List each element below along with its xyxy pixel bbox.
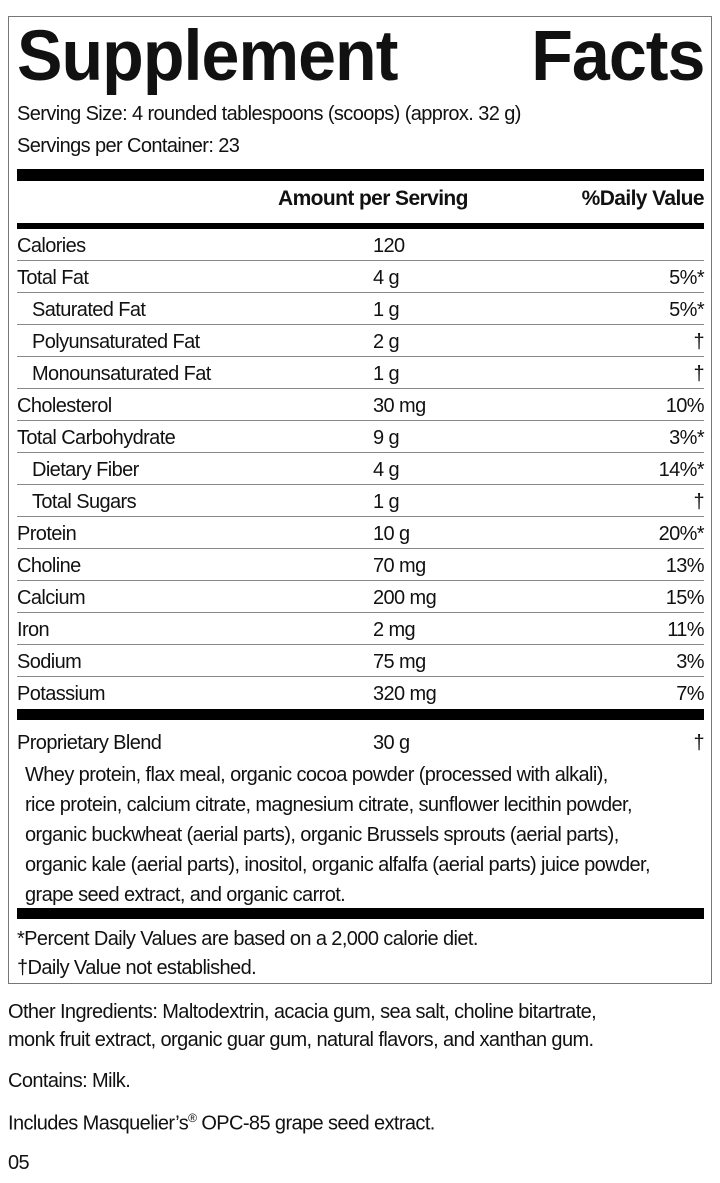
nutrient-amount: 200 mg bbox=[373, 587, 437, 609]
nutrient-daily-value: † bbox=[693, 363, 704, 385]
nutrient-amount: 75 mg bbox=[373, 651, 426, 673]
blend-name: Proprietary Blend bbox=[17, 732, 162, 754]
nutrient-daily-value: 7% bbox=[676, 683, 704, 705]
nutrient-daily-value: 5%* bbox=[669, 267, 704, 289]
nutrient-name: Monounsaturated Fat bbox=[32, 363, 211, 385]
nutrient-daily-value: 3% bbox=[676, 651, 704, 673]
nutrient-amount: 1 g bbox=[373, 299, 400, 321]
footnote-dv-not-established: †Daily Value not established. bbox=[17, 957, 257, 979]
serving-size: Serving Size: 4 rounded tablespoons (sco… bbox=[17, 103, 521, 125]
nutrient-daily-value: † bbox=[693, 491, 704, 513]
nutrient-name: Dietary Fiber bbox=[32, 459, 139, 481]
nutrient-daily-value: 10% bbox=[665, 395, 705, 417]
blend-ingredients-line: organic buckwheat (aerial parts), organi… bbox=[25, 824, 619, 846]
thick-divider bbox=[17, 169, 704, 181]
nutrient-row: Protein 10 g 20%* bbox=[17, 517, 705, 549]
other-ingredients-line: Other Ingredients: Maltodextrin, acacia … bbox=[8, 1001, 597, 1023]
nutrient-row: Dietary Fiber 4 g 14%* bbox=[17, 453, 705, 485]
nutrient-row: Potassium 320 mg 7% bbox=[17, 677, 705, 709]
includes-text: Includes Masquelier’s bbox=[8, 1112, 189, 1135]
thick-divider bbox=[17, 908, 704, 919]
nutrient-daily-value: 14%* bbox=[658, 459, 705, 481]
nutrient-row: Cholesterol 30 mg 10% bbox=[17, 389, 705, 421]
footnote-percent-dv: *Percent Daily Values are based on a 2,0… bbox=[17, 928, 478, 950]
nutrient-name: Calories bbox=[17, 235, 86, 257]
nutrient-amount: 30 mg bbox=[373, 395, 426, 417]
blend-ingredients-line: grape seed extract, and organic carrot. bbox=[25, 884, 346, 906]
nutrient-row: Total Fat 4 g 5%* bbox=[17, 261, 705, 293]
nutrient-name: Potassium bbox=[17, 683, 106, 705]
nutrient-row: Calcium 200 mg 15% bbox=[17, 581, 705, 613]
servings-per-container: Servings per Container: 23 bbox=[17, 135, 240, 157]
nutrient-daily-value: 15% bbox=[665, 587, 705, 609]
nutrient-row: Sodium 75 mg 3% bbox=[17, 645, 705, 677]
nutrient-row: Iron 2 mg 11% bbox=[17, 613, 705, 645]
daily-value-header: %Daily Value bbox=[581, 187, 705, 210]
nutrient-name: Total Sugars bbox=[32, 491, 137, 513]
nutrient-amount: 1 g bbox=[373, 491, 400, 513]
panel-title: Supplement Facts bbox=[17, 17, 705, 96]
blend-ingredients-line: rice protein, calcium citrate, magnesium… bbox=[25, 794, 633, 816]
nutrient-name: Saturated Fat bbox=[32, 299, 146, 321]
nutrient-name: Choline bbox=[17, 555, 81, 577]
title-word-facts: Facts bbox=[530, 17, 705, 96]
nutrient-amount: 9 g bbox=[373, 427, 400, 449]
nutrient-name: Iron bbox=[17, 619, 50, 641]
nutrient-name: Polyunsaturated Fat bbox=[32, 331, 200, 353]
nutrient-row: Total Carbohydrate 9 g 3%* bbox=[17, 421, 705, 453]
includes-rest: OPC-85 grape seed extract. bbox=[196, 1112, 435, 1135]
nutrient-name: Total Fat bbox=[17, 267, 89, 289]
contains-statement: Contains: Milk. bbox=[8, 1070, 131, 1092]
nutrient-daily-value: † bbox=[693, 331, 704, 353]
medium-divider bbox=[17, 223, 704, 229]
title-word-supplement: Supplement bbox=[17, 17, 398, 96]
supplement-facts-panel: Supplement Facts Serving Size: 4 rounded… bbox=[8, 16, 712, 984]
nutrient-daily-value: 3%* bbox=[669, 427, 704, 449]
nutrient-row: Saturated Fat 1 g 5%* bbox=[17, 293, 705, 325]
nutrient-amount: 320 mg bbox=[373, 683, 437, 705]
nutrient-amount: 10 g bbox=[373, 523, 410, 545]
nutrient-row: Polyunsaturated Fat 2 g † bbox=[17, 325, 705, 357]
nutrient-name: Cholesterol bbox=[17, 395, 112, 417]
nutrient-daily-value: 13% bbox=[665, 555, 705, 577]
nutrient-amount: 2 mg bbox=[373, 619, 416, 641]
nutrient-amount: 4 g bbox=[373, 267, 400, 289]
nutrient-amount: 1 g bbox=[373, 363, 400, 385]
nutrient-amount: 2 g bbox=[373, 331, 400, 353]
nutrient-amount: 70 mg bbox=[373, 555, 426, 577]
amount-per-serving-header: Amount per Serving bbox=[278, 187, 468, 210]
nutrient-name: Total Carbohydrate bbox=[17, 427, 176, 449]
nutrient-row: Total Sugars 1 g † bbox=[17, 485, 705, 517]
blend-daily-value: † bbox=[693, 732, 704, 754]
other-ingredients-line: monk fruit extract, organic guar gum, na… bbox=[8, 1029, 594, 1051]
nutrient-name: Calcium bbox=[17, 587, 86, 609]
blend-ingredients-line: organic kale (aerial parts), inositol, o… bbox=[25, 854, 651, 876]
nutrient-daily-value: 11% bbox=[667, 619, 704, 641]
label-code: 05 bbox=[8, 1152, 30, 1174]
nutrient-daily-value: 5%* bbox=[669, 299, 704, 321]
includes-statement: Includes Masquelier’s® OPC-85 grape seed… bbox=[8, 1112, 435, 1134]
nutrient-amount: 120 bbox=[373, 235, 405, 257]
nutrient-row: Choline 70 mg 13% bbox=[17, 549, 705, 581]
nutrient-name: Protein bbox=[17, 523, 77, 545]
nutrient-row: Monounsaturated Fat 1 g † bbox=[17, 357, 705, 389]
blend-amount: 30 g bbox=[373, 732, 410, 754]
registered-mark: ® bbox=[188, 1111, 197, 1125]
nutrient-name: Sodium bbox=[17, 651, 82, 673]
nutrient-amount: 4 g bbox=[373, 459, 400, 481]
nutrient-row: Calories 120 bbox=[17, 229, 704, 261]
thick-divider bbox=[17, 709, 704, 720]
blend-ingredients-line: Whey protein, flax meal, organic cocoa p… bbox=[25, 764, 608, 786]
nutrient-daily-value: 20%* bbox=[658, 523, 705, 545]
